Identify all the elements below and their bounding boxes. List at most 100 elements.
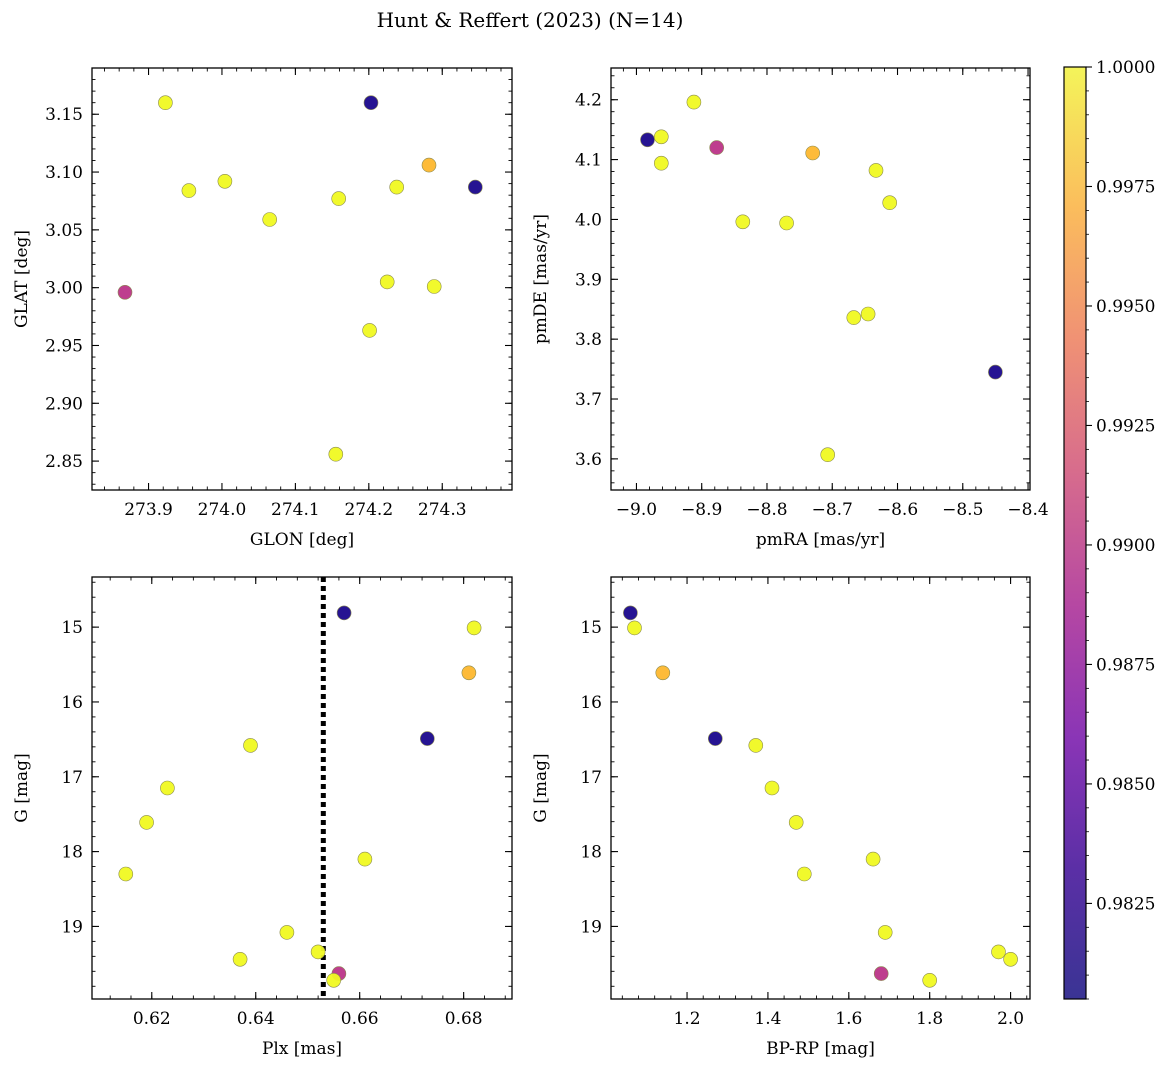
data-point [331,191,347,206]
data-point [623,605,638,621]
data-point [310,944,326,960]
data-point [686,94,702,110]
y-axis-label: GLAT [deg] [12,230,32,328]
data-point [357,851,373,867]
x-axis-label: pmRA [mas/yr] [756,530,885,550]
y-tick-label: 3.15 [45,105,83,125]
x-tick-label: −8.8 [746,500,787,520]
data-point [873,966,889,981]
x-ticks: 0.62 0.64 0.66 0.68 [109,577,506,1029]
data-point [779,215,794,231]
data-point [467,179,483,195]
panel-plx-g: 0.62 0.64 0.66 0.68 15 16 17 18 19 Plx [mas] G [ma… [12,576,513,1059]
y-ticks: 15 16 17 18 19 [61,581,512,987]
x-tick-label: 1.4 [754,1009,781,1029]
x-tick-label: 0.64 [237,1009,275,1029]
x-tick-label: 274.2 [344,500,393,520]
data-point [655,665,671,681]
colorbar: 0.9825 0.9850 0.9875 0.9900 0.9925 0.9950 0.99… [1063,58,1155,1000]
data-point [336,605,352,621]
data-point [328,446,344,462]
x-tick-label: −8.5 [942,500,983,520]
axes-frame [91,67,513,491]
data-point [988,364,1003,380]
x-tick-label: 1.2 [674,1009,701,1029]
data-point [846,310,862,325]
data-point [160,780,175,796]
y-tick-label: 3.6 [575,450,602,470]
y-tick-label: 3.00 [45,279,83,299]
y-tick-label: 16 [580,693,602,713]
x-tick-label: 0.66 [341,1009,379,1029]
data-point [326,972,342,988]
y-tick-label: 17 [61,768,83,788]
y-tick-label: 18 [580,843,602,863]
data-point [262,212,278,227]
data-point [860,306,876,322]
data-point [279,925,295,940]
x-tick-label: −8.9 [681,500,722,520]
panel-glon-glat: 273.9 274.0 274.1 274.2 274.3 2.85 2.90 2.95 3.0… [12,67,513,550]
y-tick-label: 2.95 [45,336,83,356]
data-point [788,815,804,830]
y-ticks: 2.85 2.90 2.95 3.00 3.05 3.10 3.15 [45,67,512,485]
data-point [117,284,133,300]
data-point [709,140,725,155]
data-point [139,815,154,830]
x-tick-label: −8.7 [812,500,853,520]
x-tick-label: 274.1 [271,500,320,520]
y-axis-label: G [mag] [531,753,551,822]
y-tick-label: 3.8 [575,330,602,350]
colorbar-tick-label: 0.9825 [1096,894,1155,914]
data-point [466,620,482,636]
y-tick-label: 3.10 [45,163,83,183]
y-tick-label: 19 [61,917,83,937]
x-tick-label: 0.68 [445,1009,483,1029]
colorbar-tick-label: 0.9900 [1096,536,1155,556]
data-point [922,972,938,988]
x-ticks: −9.0 −8.9 −8.8 −8.7 −8.6 −8.5 −8.4 [616,68,1049,520]
data-point [865,851,881,867]
y-tick-label: 18 [61,843,83,863]
data-point [735,214,751,230]
y-ticks: 15 16 17 18 19 [580,581,1030,987]
panel-pmra-pmde: −9.0 −8.9 −8.8 −8.7 −8.6 −8.5 −8.4 3.6 3.7 3.8 3.9… [531,67,1049,550]
data-point [653,129,669,145]
data-point [820,447,836,463]
y-tick-label: 15 [580,618,602,638]
data-point [882,195,898,210]
scatter-points [118,605,482,988]
data-point [991,944,1006,960]
x-ticks: 273.9 274.0 274.1 274.2 274.3 [104,68,502,520]
colorbar-tick-label: 0.9875 [1096,655,1155,675]
x-tick-label: 273.9 [124,500,173,520]
x-ticks: 1.2 1.4 1.6 1.8 2.0 [621,577,1028,1029]
x-axis-label: BP-RP [mag] [766,1039,875,1059]
data-point [421,157,437,173]
data-point [379,274,395,290]
y-axis-label: G [mag] [12,753,32,822]
data-point [426,279,442,294]
data-point [748,738,764,753]
data-point [805,145,821,161]
data-point [868,163,884,178]
colorbar-tick-label: 0.9925 [1096,416,1155,436]
data-point [707,731,723,746]
y-tick-label: 2.85 [45,452,83,472]
x-tick-label: 1.8 [916,1009,943,1029]
colorbar-bar [1063,66,1087,1000]
data-point [796,866,812,882]
x-tick-label: −8.4 [1007,500,1048,520]
x-tick-label: 274.0 [198,500,247,520]
data-point [627,620,642,636]
figure-title: Hunt & Reffert (2023) (N=14) [377,8,684,32]
data-point [362,323,377,338]
y-tick-label: 3.7 [575,390,602,410]
x-tick-label: −8.6 [877,500,918,520]
x-tick-label: 2.0 [997,1009,1024,1029]
y-tick-label: 17 [580,768,602,788]
panel-bprp-g: 1.2 1.4 1.6 1.8 2.0 15 16 17 18 19 BP-RP [mag] G [m… [531,576,1031,1059]
data-point [877,925,893,940]
axes-frame [610,576,1031,1000]
scatter-points [623,605,1018,988]
